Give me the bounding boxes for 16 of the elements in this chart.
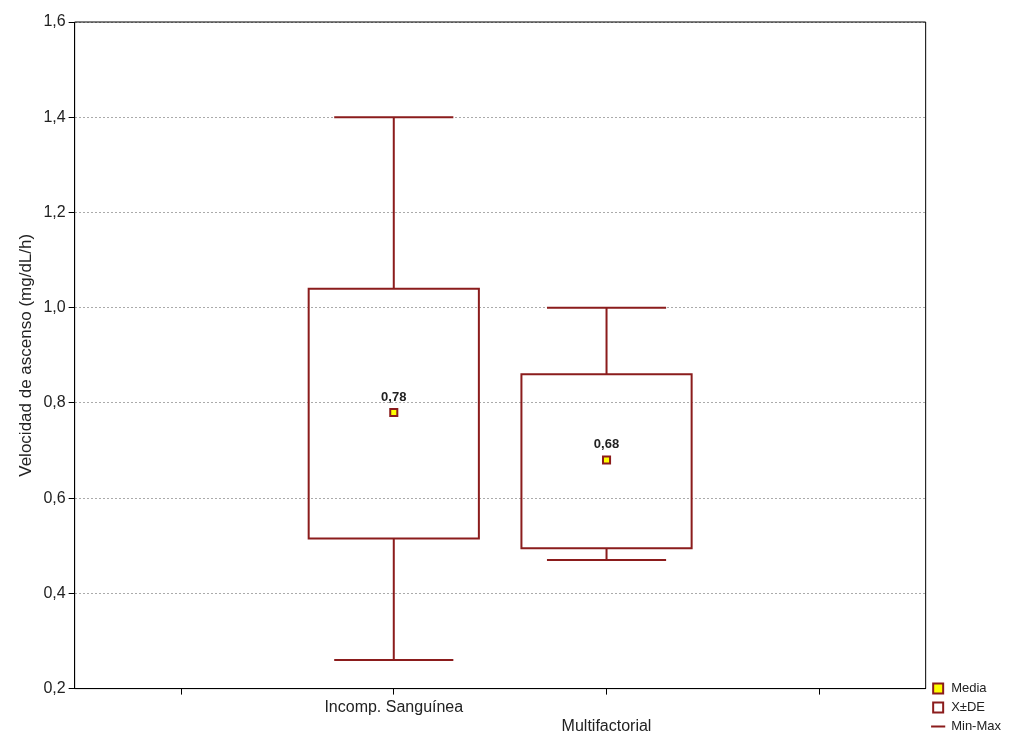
y-tick-label: 0,2 xyxy=(43,679,66,697)
y-tick-label: 1,2 xyxy=(43,202,66,220)
y-tick-label: 0,4 xyxy=(43,583,66,601)
legend-label: X±DE xyxy=(951,699,986,715)
y-tick-label: 1,6 xyxy=(43,12,66,30)
data-label: 0,78 xyxy=(381,388,407,404)
text: Min-Max xyxy=(951,718,1002,734)
y-tick-label: 1,0 xyxy=(43,298,66,316)
y-tick-label: 1,4 xyxy=(43,107,66,125)
y-tick-label: 0,8 xyxy=(43,393,66,411)
legend-label: Media xyxy=(951,680,988,696)
data-label: 0,68 xyxy=(593,436,620,452)
y-axis-title: Velocidad de ascenso (mg/dL/h) xyxy=(15,233,35,477)
y-tick-label: 0,6 xyxy=(43,488,66,506)
x-tick-label: Multifactorial xyxy=(561,716,652,734)
x-tick-label: Incomp. Sanguínea xyxy=(324,697,464,715)
